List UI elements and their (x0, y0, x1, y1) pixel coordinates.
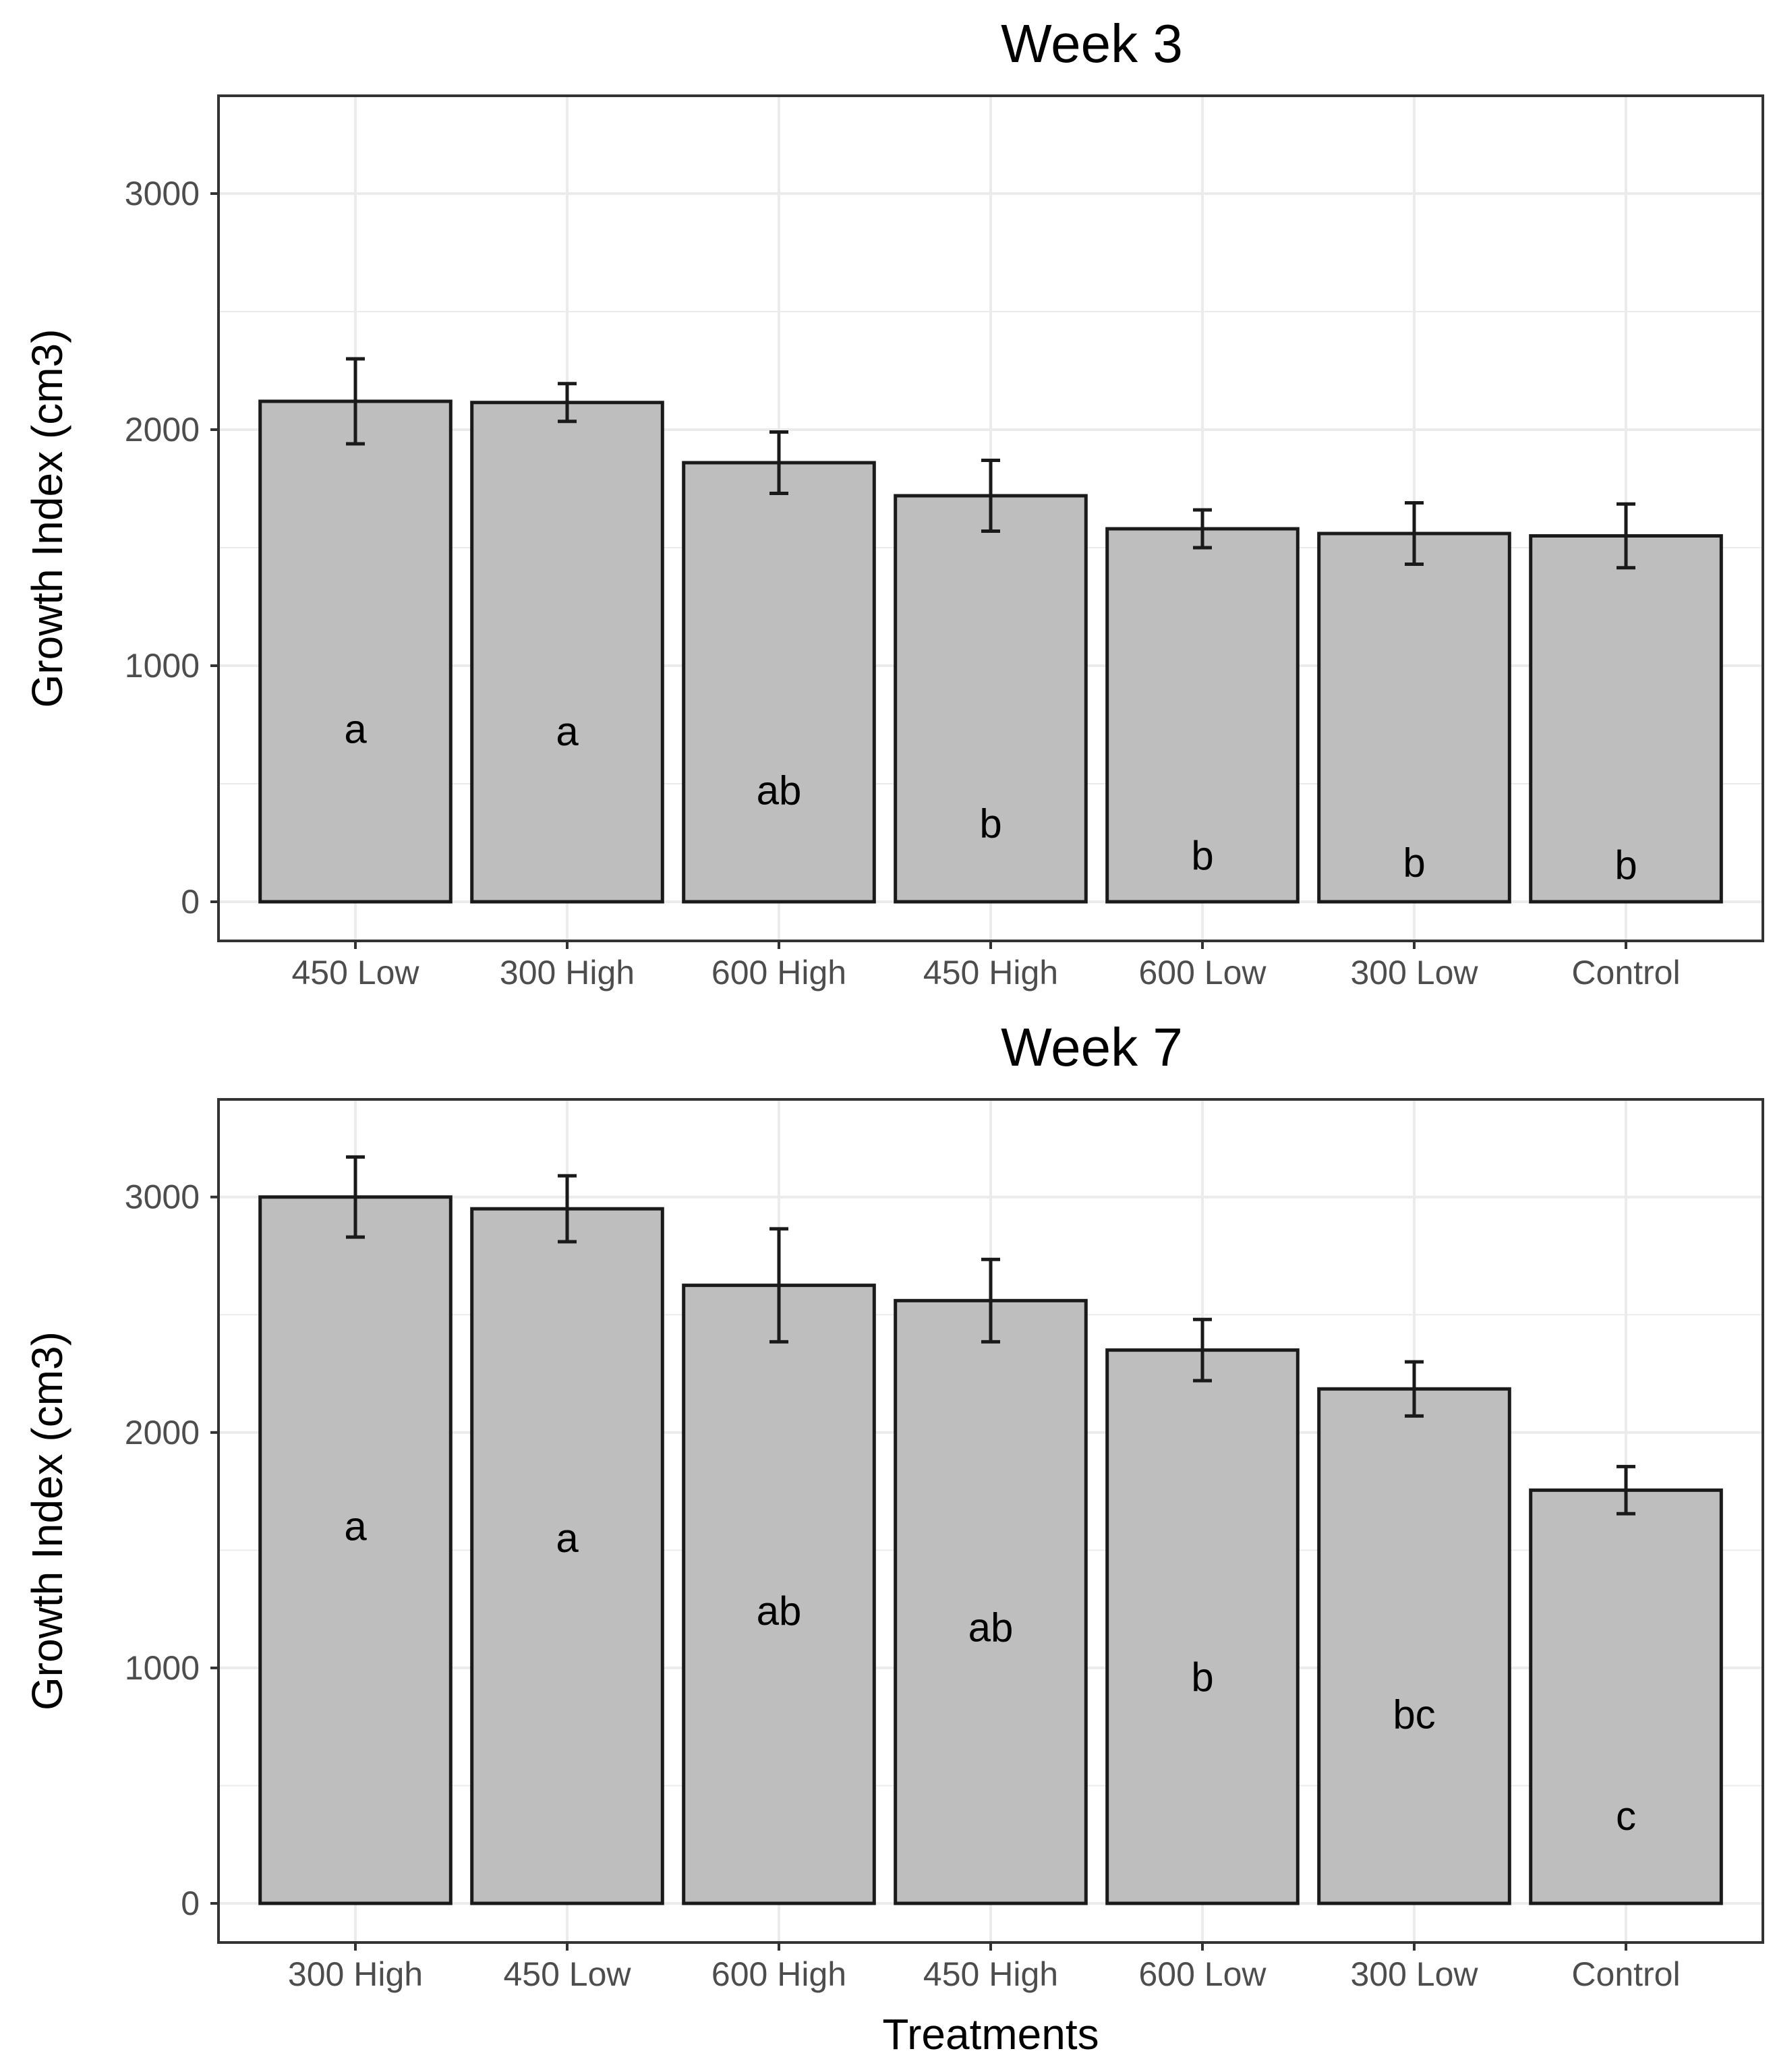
y-tick-label: 3000 (125, 175, 200, 212)
significance-letter: a (556, 1516, 579, 1561)
x-tick-label: 600 High (711, 954, 846, 991)
y-axis-label: Growth Index (cm3) (23, 1331, 71, 1710)
significance-letter: b (1403, 840, 1425, 885)
chart-title: Week 3 (1001, 13, 1183, 74)
significance-letter: b (1191, 1654, 1213, 1700)
x-tick-label: 600 Low (1138, 1955, 1267, 1993)
significance-letter: b (1191, 833, 1213, 878)
x-axis-label: Treatments (882, 2010, 1099, 2059)
y-tick-label: 3000 (125, 1178, 200, 1216)
x-tick-label: Control (1571, 954, 1680, 991)
significance-letter: b (1614, 842, 1637, 888)
significance-letter: ab (757, 768, 802, 813)
significance-letter: ab (757, 1588, 802, 1634)
bar-450-high (894, 1298, 1088, 1905)
significance-letter: ab (968, 1605, 1014, 1650)
y-tick-label: 0 (181, 1884, 200, 1922)
x-tick-label: 300 Low (1350, 1955, 1478, 1993)
y-tick-label: 0 (181, 883, 200, 921)
bar-450-high (894, 494, 1088, 904)
bar-300-high (258, 1195, 453, 1905)
chart-title: Week 7 (1001, 1017, 1183, 1077)
bar-600-high (682, 1284, 876, 1905)
x-tick-label: 600 High (711, 1955, 846, 1993)
bar-450-low (470, 1207, 664, 1905)
chart-panel-2: a a ab ab b bc c 0 1000 2000 3000 300 High 450 Low 60… (23, 1017, 1764, 2059)
x-tick-label: Control (1571, 1955, 1680, 1993)
bar-600-low (1105, 1348, 1300, 1905)
significance-letter: b (979, 801, 1001, 846)
bar-control (1529, 1488, 1723, 1905)
x-tick-label: 450 High (923, 1955, 1058, 1993)
bar-300-low (1317, 1387, 1511, 1905)
y-tick-label: 2000 (125, 1414, 200, 1451)
x-tick-label: 450 Low (503, 1955, 631, 1993)
y-tick-label: 1000 (125, 647, 200, 685)
y-axis-label: Growth Index (cm3) (23, 329, 71, 708)
significance-letter: a (556, 709, 579, 754)
bar-600-low (1105, 527, 1300, 904)
bar-600-high (682, 461, 876, 904)
significance-letter: bc (1393, 1692, 1435, 1737)
chart-panel-1: a a ab b b b b 0 1000 2000 3000 450 Low 300 High 600 … (23, 13, 1764, 991)
x-tick-label: 300 High (500, 954, 635, 991)
significance-letter: a (344, 1503, 367, 1549)
bar-300-low (1317, 531, 1511, 904)
x-tick-label: 300 High (288, 1955, 423, 1993)
x-tick-label: 450 Low (291, 954, 419, 991)
bar-300-high (470, 401, 664, 904)
bar-control (1529, 534, 1723, 904)
significance-letter: a (344, 707, 367, 752)
significance-letter: c (1616, 1793, 1636, 1839)
y-tick-label: 2000 (125, 411, 200, 449)
x-tick-label: 300 Low (1350, 954, 1478, 991)
x-tick-label: 450 High (923, 954, 1058, 991)
bar-450-low (258, 399, 453, 904)
y-tick-label: 1000 (125, 1649, 200, 1687)
x-tick-label: 600 Low (1138, 954, 1267, 991)
